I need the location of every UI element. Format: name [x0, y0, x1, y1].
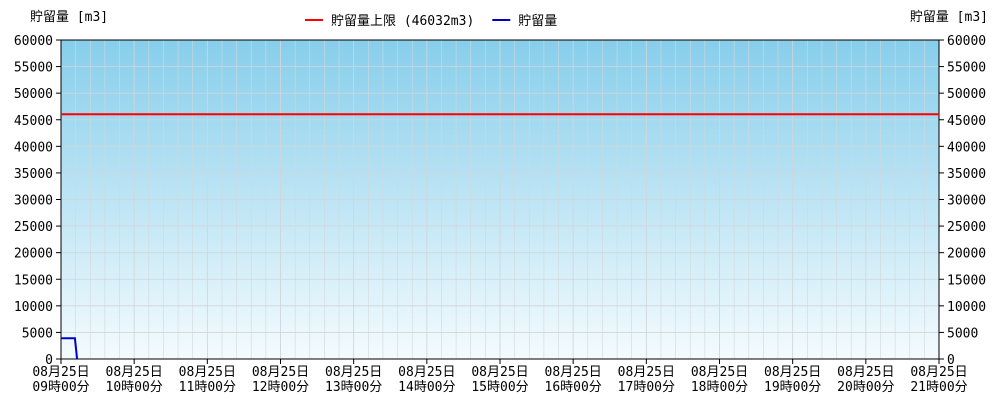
legend-label: 貯留量: [518, 14, 557, 29]
y2-tick-label: 40000: [947, 140, 986, 155]
y-tick-label: 0: [45, 353, 53, 368]
x-tick-label-line: 08月25日: [910, 365, 967, 380]
y2-tick-label: 20000: [947, 247, 986, 262]
x-tick-label-line: 08月25日: [398, 365, 455, 380]
x-tick-label: 08月25日 21時00分: [910, 365, 967, 395]
y2-tick-label: 45000: [947, 114, 986, 129]
x-tick-label-line: 10時00分: [106, 380, 163, 395]
x-tick-label-line: 15時00分: [471, 380, 528, 395]
y-tick-label: 15000: [14, 273, 53, 288]
y-tick-label: 20000: [14, 247, 53, 262]
x-tick-label-line: 21時00分: [910, 380, 967, 395]
x-tick-label-line: 12時00分: [252, 380, 309, 395]
x-tick-label-line: 08月25日: [837, 365, 894, 380]
x-tick-label-line: 19時00分: [764, 380, 821, 395]
x-tick-label: 08月25日 12時00分: [252, 365, 309, 395]
x-tick-label-line: 16時00分: [545, 380, 602, 395]
y2-tick-label: 10000: [947, 300, 986, 315]
x-tick-label: 08月25日 19時00分: [764, 365, 821, 395]
legend-label: 貯留量上限 (46032m3): [331, 14, 474, 29]
x-tick-label-line: 09時00分: [32, 380, 89, 395]
x-tick-label: 08月25日 17時00分: [618, 365, 675, 395]
x-tick-label-line: 08月25日: [618, 365, 675, 380]
y2-tick-label: 55000: [947, 61, 986, 76]
y2-tick-label: 5000: [947, 326, 978, 341]
x-tick-label-line: 20時00分: [837, 380, 894, 395]
y-tick-label: 60000: [14, 34, 53, 49]
y2-tick-label: 50000: [947, 87, 986, 102]
y2-tick-label: 25000: [947, 220, 986, 235]
x-tick-label-line: 14時00分: [398, 380, 455, 395]
x-tick-label-line: 08月25日: [252, 365, 309, 380]
x-tick-label-line: 08月25日: [471, 365, 528, 380]
y-tick-label: 40000: [14, 140, 53, 155]
x-tick-label-line: 17時00分: [618, 380, 675, 395]
x-tick-label-line: 18時00分: [691, 380, 748, 395]
x-tick-label-line: 08月25日: [179, 365, 236, 380]
x-tick-label: 08月25日 10時00分: [106, 365, 163, 395]
y2-tick-label: 30000: [947, 194, 986, 209]
y-tick-label: 5000: [22, 326, 53, 341]
y2-tick-label: 35000: [947, 167, 986, 182]
x-tick-label: 08月25日 15時00分: [471, 365, 528, 395]
y2-axis-title: 貯留量 [m3]: [910, 10, 988, 25]
plot-frame: [60, 39, 940, 360]
y-tick-label: 30000: [14, 194, 53, 209]
x-tick-label: 08月25日 16時00分: [545, 365, 602, 395]
y2-tick-label: 15000: [947, 273, 986, 288]
x-tick-label: 08月25日 14時00分: [398, 365, 455, 395]
x-tick-label: 08月25日 13時00分: [325, 365, 382, 395]
x-tick-label: 08月25日 11時00分: [179, 365, 236, 395]
x-tick-label-line: 08月25日: [764, 365, 821, 380]
series-line: [61, 337, 79, 360]
y-axis-title: 貯留量 [m3]: [30, 10, 108, 25]
x-tick-label-line: 08月25日: [691, 365, 748, 380]
y-tick-label: 35000: [14, 167, 53, 182]
x-tick-label: 08月25日 18時00分: [691, 365, 748, 395]
x-tick-label: 08月25日 20時00分: [837, 365, 894, 395]
x-tick-label-line: 08月25日: [325, 365, 382, 380]
x-tick-label-line: 08月25日: [32, 365, 89, 380]
y-tick-label: 25000: [14, 220, 53, 235]
y-tick-label: 45000: [14, 114, 53, 129]
y-tick-label: 55000: [14, 61, 53, 76]
x-tick-label-line: 08月25日: [106, 365, 163, 380]
x-tick-label-line: 08月25日: [545, 365, 602, 380]
x-tick-label-line: 13時00分: [325, 380, 382, 395]
y-tick-label: 50000: [14, 87, 53, 102]
y2-tick-label: 0: [947, 353, 955, 368]
x-tick-label: 08月25日 09時00分: [32, 365, 89, 395]
x-tick-label-line: 11時00分: [179, 380, 236, 395]
y2-tick-label: 60000: [947, 34, 986, 49]
y-tick-label: 10000: [14, 300, 53, 315]
